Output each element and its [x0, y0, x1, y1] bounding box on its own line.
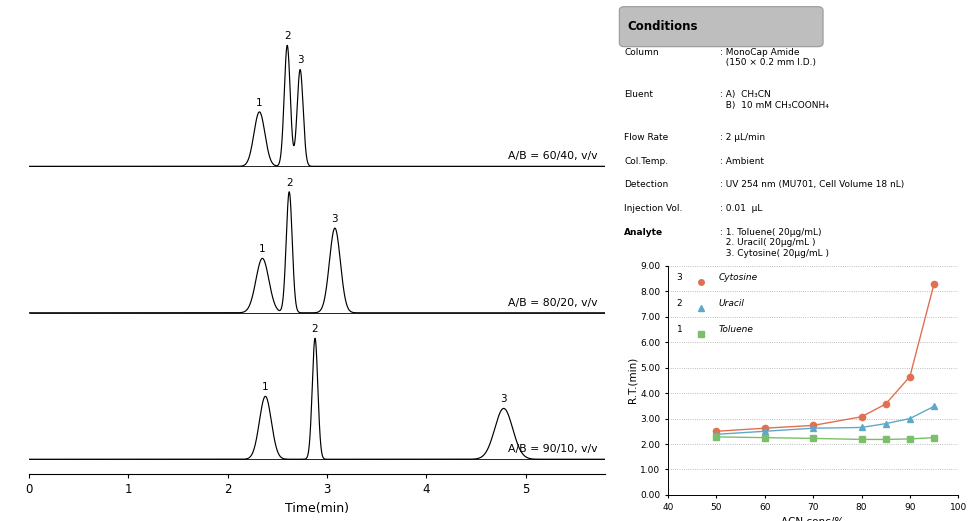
Text: A/B = 90/10, v/v: A/B = 90/10, v/v	[507, 444, 597, 454]
FancyBboxPatch shape	[620, 7, 823, 47]
Text: Cytosine: Cytosine	[718, 272, 758, 281]
Text: : 2 μL/min: : 2 μL/min	[719, 133, 765, 142]
Text: A/B = 60/40, v/v: A/B = 60/40, v/v	[507, 151, 597, 161]
Text: : Ambient: : Ambient	[719, 157, 764, 166]
X-axis label: Time(min): Time(min)	[285, 502, 349, 515]
Text: 2: 2	[284, 31, 290, 41]
Text: Column: Column	[624, 48, 659, 57]
Text: Detection: Detection	[624, 180, 669, 190]
Text: 2: 2	[286, 178, 292, 188]
Text: : 1. Toluene( 20μg/mL)
  2. Uracil( 20μg/mL )
  3. Cytosine( 20μg/mL ): : 1. Toluene( 20μg/mL) 2. Uracil( 20μg/m…	[719, 228, 829, 258]
Text: Analyte: Analyte	[624, 228, 663, 237]
Text: : UV 254 nm (MU701, Cell Volume 18 nL): : UV 254 nm (MU701, Cell Volume 18 nL)	[719, 180, 904, 190]
Text: 1: 1	[257, 97, 262, 108]
Text: Eluent: Eluent	[624, 91, 653, 100]
Text: Flow Rate: Flow Rate	[624, 133, 669, 142]
Text: Conditions: Conditions	[627, 20, 698, 33]
Text: : A)  CH₃CN
  B)  10 mM CH₃COONH₄: : A) CH₃CN B) 10 mM CH₃COONH₄	[719, 91, 829, 110]
Text: 1: 1	[262, 382, 269, 392]
Text: 3: 3	[677, 272, 682, 281]
Text: Injection Vol.: Injection Vol.	[624, 204, 682, 213]
Y-axis label: R.T.(min): R.T.(min)	[627, 357, 637, 403]
X-axis label: ACN conc/%: ACN conc/%	[781, 517, 845, 521]
Text: : MonoCap Amide
  (150 × 0.2 mm I.D.): : MonoCap Amide (150 × 0.2 mm I.D.)	[719, 48, 815, 67]
Text: 2: 2	[312, 324, 318, 334]
Text: Uracil: Uracil	[718, 299, 744, 308]
Text: 2: 2	[677, 299, 682, 308]
Text: 3: 3	[332, 214, 338, 224]
Text: 1: 1	[259, 244, 265, 254]
Text: 3: 3	[297, 55, 303, 65]
Text: Toluene: Toluene	[718, 325, 754, 334]
Text: Col.Temp.: Col.Temp.	[624, 157, 669, 166]
Text: : 0.01  μL: : 0.01 μL	[719, 204, 762, 213]
Text: 3: 3	[500, 394, 507, 404]
Text: A/B = 80/20, v/v: A/B = 80/20, v/v	[507, 297, 597, 308]
Text: 1: 1	[677, 325, 682, 334]
